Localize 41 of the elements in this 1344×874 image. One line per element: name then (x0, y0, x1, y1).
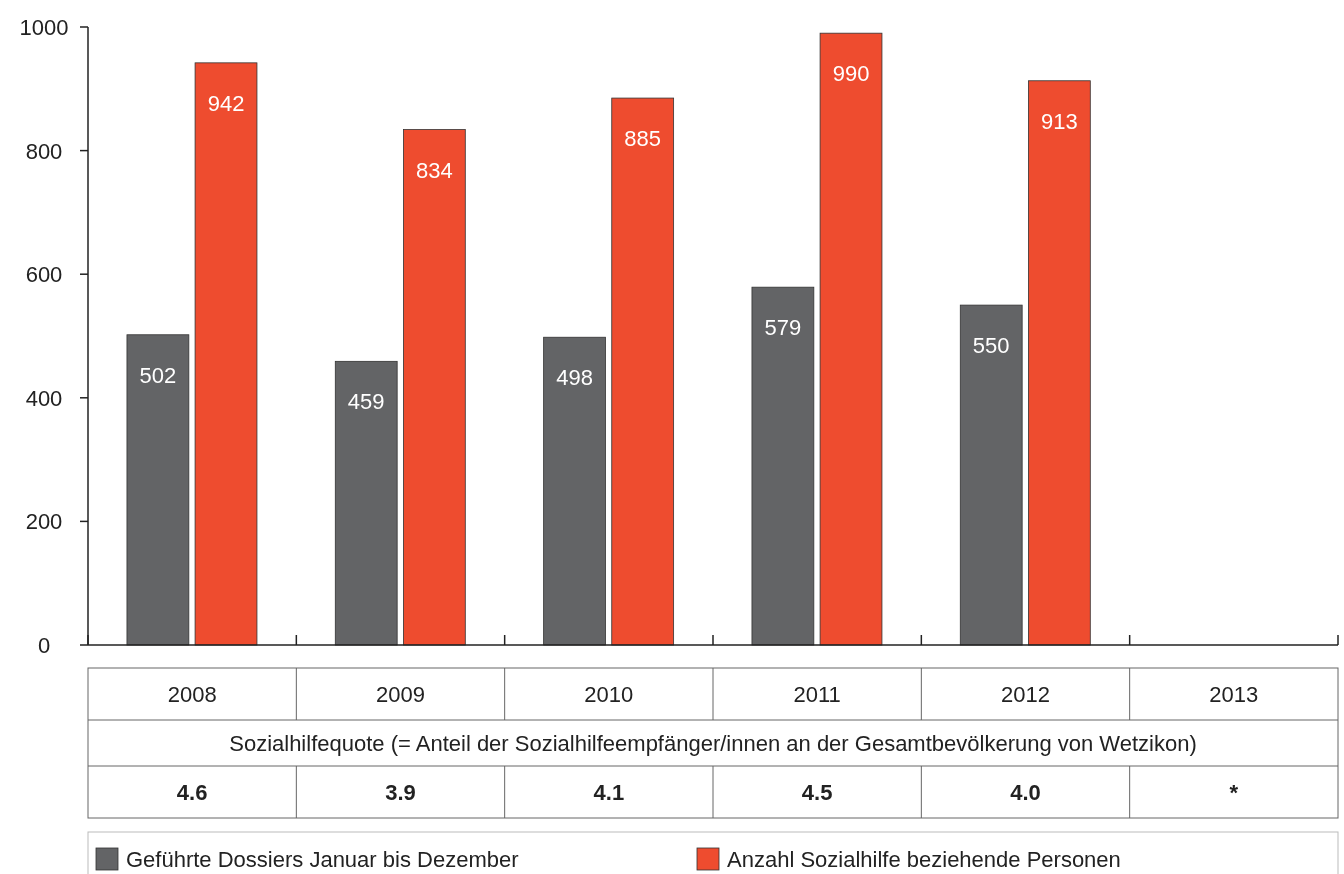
x-tick-label: 2010 (584, 682, 634, 707)
data-label: 498 (556, 365, 593, 391)
data-label: 885 (624, 126, 662, 152)
bar (543, 336, 606, 646)
bar (126, 334, 190, 646)
legend-label: Anzahl Sozialhilfe beziehende Personen (727, 847, 1121, 872)
text: 4.6 (176, 780, 208, 805)
x-tick-label: 2012 (1001, 682, 1050, 707)
data-label: 502 (139, 362, 177, 388)
x-tick-label: 2009 (376, 682, 425, 707)
y-tick-label: 800 (25, 138, 63, 164)
bar (611, 97, 675, 646)
x-tick-label: 2008 (167, 682, 217, 707)
y-tick-label: 200 (25, 509, 63, 535)
bar (403, 129, 466, 646)
y-tick-label: 400 (25, 385, 63, 411)
legend-label: Geführte Dossiers Januar bis Dezember (126, 847, 519, 872)
bar (1028, 80, 1091, 646)
text: 3.9 (385, 780, 416, 805)
text: 4.1 (593, 780, 625, 805)
bar (959, 304, 1023, 646)
bar (819, 32, 883, 646)
data-label: 913 (1040, 108, 1078, 134)
data-label: 990 (832, 61, 870, 87)
x-tick-label: 2013 (1209, 682, 1259, 707)
data-label: 459 (347, 389, 385, 415)
bar (751, 286, 815, 646)
text: * (1229, 780, 1239, 805)
y-tick-label: 0 (37, 633, 51, 658)
x-tick-label: 2011 (793, 682, 841, 707)
text: Sozialhilfequote (= Anteil der Sozialhilfeempfänger/innen an der Gesamtbevölkerung von Wetzikon) (229, 731, 1197, 756)
y-tick-label: 1000 (19, 15, 69, 40)
data-label: 942 (207, 90, 245, 116)
data-label: 579 (764, 315, 802, 341)
text: 4.0 (1010, 780, 1041, 805)
bar (194, 62, 258, 646)
y-tick-label: 600 (25, 262, 63, 288)
data-label: 834 (415, 157, 453, 183)
text: 4.5 (801, 780, 833, 805)
bar (334, 360, 398, 646)
data-label: 550 (972, 333, 1010, 359)
